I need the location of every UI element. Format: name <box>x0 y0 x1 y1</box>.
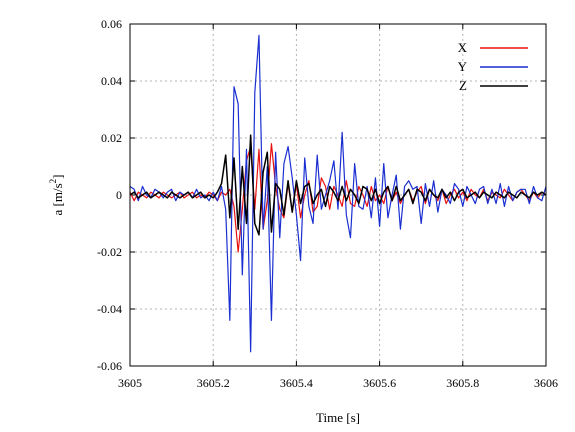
plot-area <box>129 34 547 353</box>
series-y-line <box>129 34 547 353</box>
x-axis: 3605 3605.2 3605.4 3605.6 3605.8 3606 <box>118 24 558 390</box>
y-tick-label: -0.06 <box>97 359 122 373</box>
plot-frame <box>129 23 547 367</box>
legend-label-y: Y <box>458 59 468 74</box>
y-tick-label: -0.02 <box>97 245 122 259</box>
x-tick-label: 3605 <box>118 376 142 390</box>
legend-label-z: Z <box>459 78 467 93</box>
legend-label-x: X <box>458 40 468 55</box>
x-tick-label: 3606 <box>534 376 558 390</box>
x-tick-label: 3605.6 <box>363 376 396 390</box>
y-tick-label: 0.06 <box>101 17 122 31</box>
y-tick-label: 0.04 <box>101 74 122 88</box>
y-axis-title-text: a [m/s <box>50 183 65 215</box>
y-tick-label: 0.02 <box>101 131 122 145</box>
legend: XYZ <box>458 40 528 93</box>
x-tick-label: 3605.2 <box>197 376 230 390</box>
y-tick-label: 0 <box>116 188 122 202</box>
y-tick-label: -0.04 <box>97 302 122 316</box>
x-axis-title: Time [s] <box>316 410 360 425</box>
x-tick-label: 3605.8 <box>446 376 479 390</box>
x-tick-label: 3605.4 <box>280 376 313 390</box>
y-axis-title-close: ] <box>50 175 65 179</box>
y-axis-title-exponent: 2 <box>48 179 58 184</box>
series-z-line <box>129 134 547 236</box>
y-axis: -0.06 -0.04 -0.02 0 0.02 0.04 0.06 <box>97 17 546 373</box>
y-axis-title: a [m/s2] <box>48 175 65 216</box>
